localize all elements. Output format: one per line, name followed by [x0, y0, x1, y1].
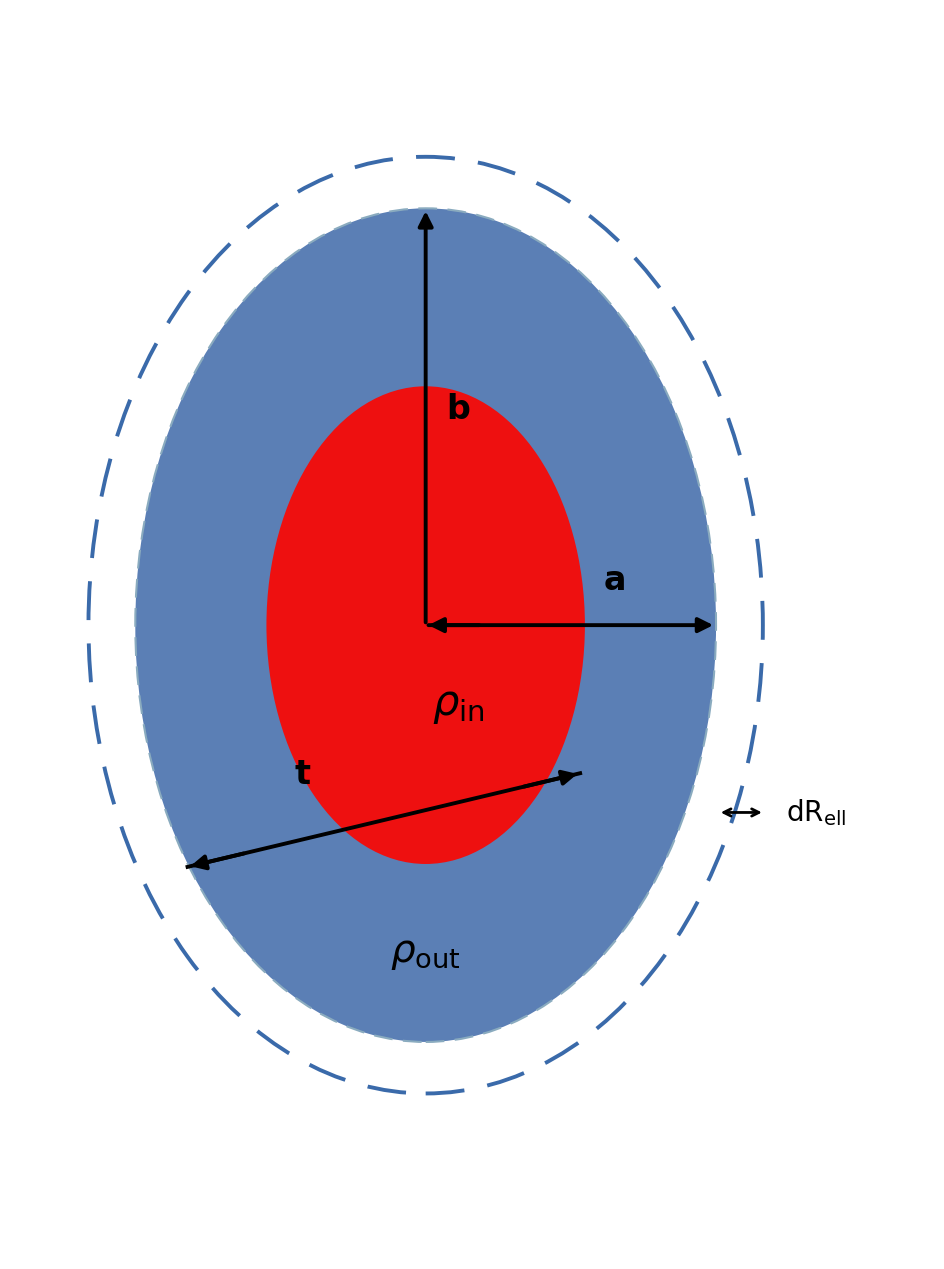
Ellipse shape	[266, 386, 584, 864]
Text: $\mathrm{dR_{ell}}$: $\mathrm{dR_{ell}}$	[785, 797, 846, 827]
Text: $\rho_{\mathrm{out}}$: $\rho_{\mathrm{out}}$	[390, 934, 461, 972]
Text: b: b	[446, 393, 470, 426]
Text: a: a	[603, 563, 626, 596]
Text: $\rho_{\mathrm{in}}$: $\rho_{\mathrm{in}}$	[431, 684, 484, 726]
Text: t: t	[295, 759, 311, 792]
Ellipse shape	[135, 208, 716, 1042]
